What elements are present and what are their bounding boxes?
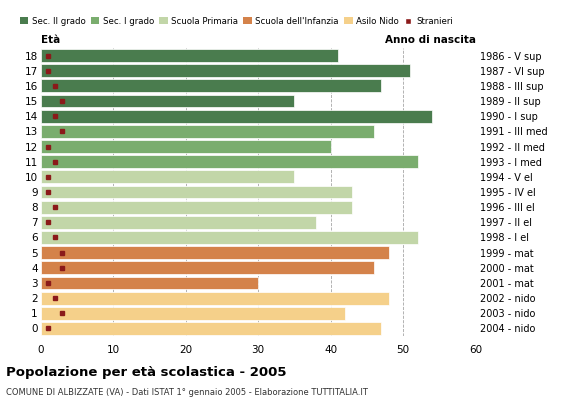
Bar: [41, 186, 353, 198]
Bar: [41, 140, 331, 153]
Bar: [41, 231, 418, 244]
Bar: [41, 292, 389, 304]
Bar: [41, 261, 374, 274]
Bar: [41, 276, 258, 289]
Bar: [41, 307, 345, 320]
Bar: [41, 125, 374, 138]
Bar: [41, 155, 418, 168]
Bar: [41, 95, 295, 108]
Bar: [41, 64, 411, 77]
Text: COMUNE DI ALBIZZATE (VA) - Dati ISTAT 1° gennaio 2005 - Elaborazione TUTTITALIA.: COMUNE DI ALBIZZATE (VA) - Dati ISTAT 1°…: [6, 388, 368, 397]
Bar: [41, 110, 432, 123]
Bar: [41, 201, 353, 214]
Bar: [41, 216, 316, 229]
Bar: [41, 246, 389, 259]
Legend: Sec. II grado, Sec. I grado, Scuola Primaria, Scuola dell'Infanzia, Asilo Nido, : Sec. II grado, Sec. I grado, Scuola Prim…: [16, 14, 456, 29]
Bar: [41, 322, 382, 335]
Text: Anno di nascita: Anno di nascita: [385, 35, 476, 45]
Bar: [41, 80, 382, 92]
Bar: [41, 49, 338, 62]
Text: Popolazione per età scolastica - 2005: Popolazione per età scolastica - 2005: [6, 366, 287, 379]
Text: Età: Età: [41, 35, 60, 45]
Bar: [41, 170, 295, 183]
